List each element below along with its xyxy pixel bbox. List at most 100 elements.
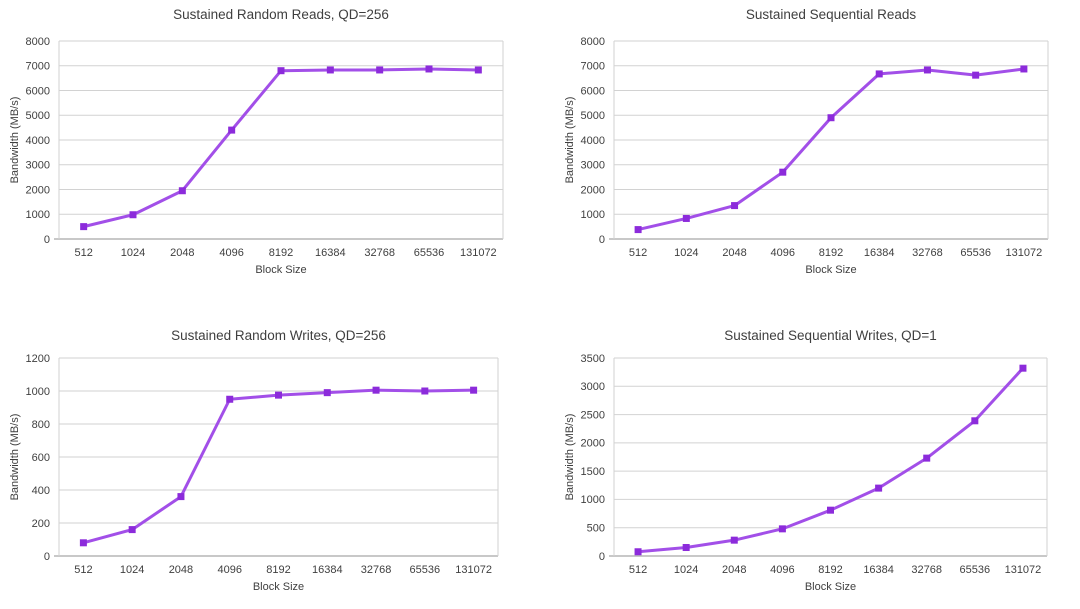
y-axis-title: Bandwidth (MB/s) — [9, 414, 21, 501]
y-axis-title: Bandwidth (MB/s) — [564, 414, 576, 501]
x-tick-label: 65536 — [960, 247, 991, 259]
x-tick-label: 8192 — [819, 247, 843, 259]
x-tick-label: 2048 — [169, 564, 193, 576]
y-tick-label: 4000 — [581, 135, 605, 147]
y-tick-label: 1500 — [581, 466, 605, 478]
y-tick-label: 800 — [32, 419, 50, 431]
y-tick-label: 2000 — [581, 184, 605, 196]
y-axis-title: Bandwidth (MB/s) — [9, 97, 21, 184]
x-tick-label: 2048 — [722, 247, 746, 259]
x-tick-label: 131072 — [1005, 564, 1042, 576]
data-point-marker — [323, 389, 331, 397]
chart-title-sequential-writes: Sustained Sequential Writes, QD=1 — [724, 328, 937, 343]
data-point-marker — [682, 214, 690, 222]
x-tick-label: 16384 — [864, 247, 895, 259]
y-tick-label: 0 — [44, 551, 50, 563]
y-tick-label: 1000 — [581, 494, 605, 506]
data-point-marker — [682, 544, 690, 552]
x-tick-label: 4096 — [217, 564, 241, 576]
data-point-marker — [875, 70, 883, 78]
chart-sustained-sequential-reads: Sustained Sequential Reads 0 1000 2000 3000… — [540, 0, 1080, 300]
x-tick-label: 131072 — [455, 564, 492, 576]
y-tick-label: 0 — [44, 234, 50, 246]
y-tick-label: 3000 — [581, 160, 605, 172]
data-point-marker — [177, 493, 185, 501]
data-point-marker — [228, 126, 236, 134]
chart-canvas-sequential-writes: 0 500 1000 1500 2000 2500 3000 3500 512 1024 2048 4… — [564, 353, 1048, 593]
y-tick-label: 5000 — [26, 110, 50, 122]
x-tick-label: 16384 — [863, 564, 894, 576]
data-point-marker — [178, 187, 186, 195]
x-tick-label: 131072 — [1006, 247, 1043, 259]
y-tick-label: 1200 — [26, 353, 50, 365]
series-line — [82, 67, 480, 229]
chart-title-random-reads: Sustained Random Reads, QD=256 — [173, 7, 389, 22]
x-tick-label: 1024 — [120, 564, 144, 576]
y-tick-label: 4000 — [26, 135, 50, 147]
y-tick-label: 0 — [599, 551, 605, 563]
chart-canvas-random-reads: 0 1000 2000 3000 4000 5000 6000 7000 8000 512 1024… — [9, 36, 504, 276]
x-tick-label: 32768 — [361, 564, 392, 576]
data-point-marker — [326, 66, 334, 74]
y-tick-label: 2500 — [581, 409, 605, 421]
data-point-marker — [372, 386, 380, 394]
y-tick-label: 1000 — [26, 386, 50, 398]
x-tick-label: 1024 — [674, 564, 698, 576]
x-tick-label: 8192 — [266, 564, 290, 576]
x-axis-title: Block Size — [805, 264, 856, 276]
data-point-marker — [226, 395, 234, 403]
data-point-marker — [778, 525, 786, 533]
data-point-marker — [730, 536, 738, 544]
data-point-marker — [971, 417, 979, 425]
data-point-marker — [79, 539, 87, 547]
x-tick-label: 512 — [74, 247, 92, 259]
x-axis-title: Block Size — [255, 264, 306, 276]
x-tick-label: 65536 — [414, 247, 445, 259]
y-tick-label: 3500 — [581, 353, 605, 365]
y-tick-label: 7000 — [581, 61, 605, 73]
y-tick-label: 6000 — [26, 85, 50, 97]
y-tick-label: 2000 — [581, 438, 605, 450]
y-tick-label: 600 — [32, 452, 50, 464]
x-tick-label: 8192 — [818, 564, 842, 576]
chart-canvas-random-writes: 0 200 400 600 800 1000 1200 512 1024 2048 4096 8192… — [9, 353, 499, 593]
data-point-marker — [474, 66, 482, 74]
data-point-marker — [421, 387, 429, 395]
series-line — [81, 388, 476, 545]
data-point-marker — [470, 386, 478, 394]
x-axis-title: Block Size — [805, 581, 856, 593]
x-axis-title: Block Size — [253, 581, 304, 593]
chart-canvas-sequential-reads: 0 1000 2000 3000 4000 5000 6000 7000 8000 512 1024… — [564, 36, 1049, 276]
y-tick-label: 3000 — [581, 381, 605, 393]
data-point-marker — [923, 454, 931, 462]
data-point-marker — [277, 67, 285, 75]
series-line — [636, 67, 1026, 232]
x-tick-label: 16384 — [315, 247, 346, 259]
x-tick-label: 131072 — [460, 247, 497, 259]
chart-sustained-random-reads: Sustained Random Reads, QD=256 0 1000 2000… — [0, 0, 540, 300]
chart-title-sequential-reads: Sustained Sequential Reads — [745, 7, 917, 22]
y-tick-label: 400 — [32, 485, 50, 497]
data-point-marker — [875, 484, 883, 492]
x-tick-label: 2048 — [170, 247, 194, 259]
chart-sustained-sequential-writes: Sustained Sequential Writes, QD=1 0 500 10… — [540, 309, 1080, 609]
x-tick-label: 32768 — [911, 564, 942, 576]
x-tick-label: 32768 — [364, 247, 395, 259]
data-point-marker — [129, 211, 137, 219]
chart-sustained-random-writes: Sustained Random Writes, QD=256 0 200 400 6… — [0, 309, 540, 609]
x-tick-label: 16384 — [312, 564, 343, 576]
y-tick-label: 2000 — [26, 184, 50, 196]
x-tick-label: 1024 — [674, 247, 698, 259]
data-point-marker — [634, 548, 642, 556]
x-tick-label: 512 — [629, 247, 647, 259]
data-point-marker — [634, 226, 642, 234]
data-point-marker — [376, 66, 384, 74]
data-point-marker — [275, 391, 282, 399]
y-tick-label: 7000 — [26, 61, 50, 73]
data-point-marker — [923, 66, 931, 74]
data-point-marker — [425, 65, 433, 73]
y-tick-label: 6000 — [581, 85, 605, 97]
y-tick-label: 0 — [599, 234, 605, 246]
